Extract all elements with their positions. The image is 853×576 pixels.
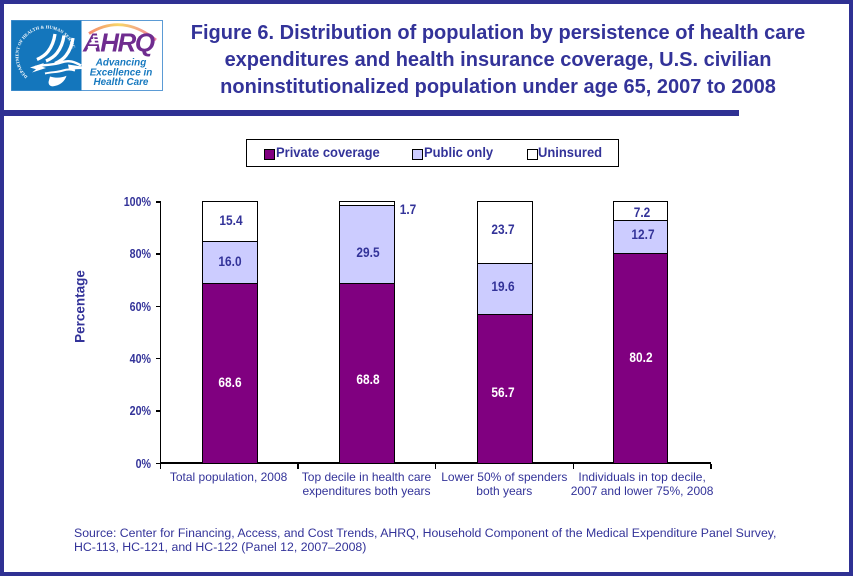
svg-text:Advancing: Advancing — [95, 58, 146, 69]
svg-text:Health Care: Health Care — [94, 77, 149, 88]
svg-text:Excellence in: Excellence in — [90, 67, 153, 78]
